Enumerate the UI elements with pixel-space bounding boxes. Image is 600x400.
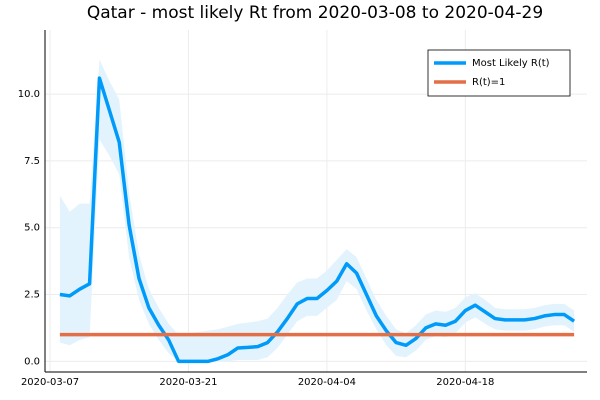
legend-label: Most Likely R(t) bbox=[472, 58, 550, 69]
confidence-band bbox=[59, 59, 575, 362]
y-tick-label: 2.5 bbox=[24, 290, 40, 301]
y-tick-label: 10.0 bbox=[18, 89, 40, 100]
plot-area bbox=[59, 59, 576, 364]
y-tick-label: 7.5 bbox=[24, 156, 40, 167]
x-tick-label: 2020-04-18 bbox=[436, 377, 494, 388]
x-tick-label: 2020-04-04 bbox=[298, 377, 356, 388]
x-tick-label: 2020-03-21 bbox=[159, 377, 217, 388]
legend: Most Likely R(t) R(t)=1 bbox=[427, 49, 571, 97]
x-tick-label: 2020-03-07 bbox=[21, 377, 79, 388]
y-tick-label: 0.0 bbox=[24, 356, 40, 367]
y-tick-label: 5.0 bbox=[24, 223, 40, 234]
legend-label: R(t)=1 bbox=[472, 77, 505, 88]
series-line bbox=[59, 76, 576, 364]
legend-box bbox=[427, 49, 571, 97]
chart-title: Qatar - most likely Rt from 2020-03-08 t… bbox=[87, 3, 543, 23]
